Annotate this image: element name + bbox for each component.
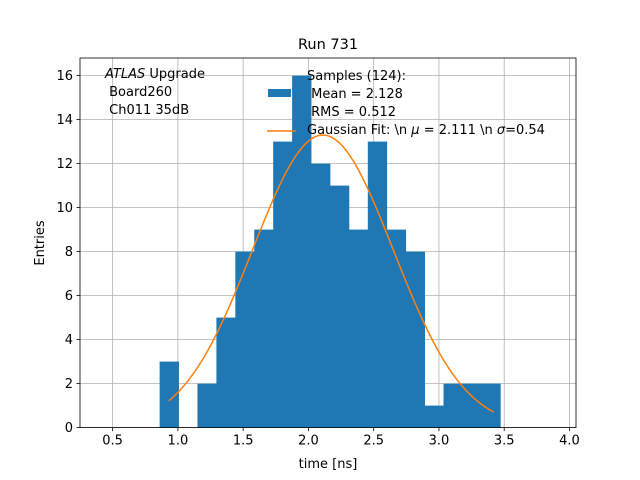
- histogram-bar: [405, 251, 425, 428]
- x-tick-label: 1.5: [233, 434, 254, 449]
- x-tick-label: 3.0: [429, 434, 450, 449]
- histogram-bar: [462, 383, 482, 428]
- y-tick-label: 0: [65, 421, 73, 436]
- histogram-bar: [235, 251, 255, 428]
- legend-fit-mu: μ: [411, 123, 420, 138]
- histogram-bar: [311, 163, 331, 428]
- histogram-bar: [367, 141, 388, 428]
- x-axis-label: time [ns]: [299, 457, 358, 472]
- histogram-bar: [443, 383, 463, 428]
- y-tick-label: 10: [56, 201, 73, 216]
- y-tick-label: 6: [65, 289, 73, 304]
- histogram-bars: [159, 75, 501, 428]
- histogram-bar: [197, 383, 217, 428]
- axis-ticks: 0.5 1.0 1.5 2.0 2.5 3.0 3.5 4.0 0 2 4 6 8 10 12 14 16: [56, 69, 579, 449]
- histogram-bar: [348, 229, 369, 428]
- legend-rms: RMS = 0.512: [307, 105, 397, 120]
- y-tick-label: 4: [65, 333, 73, 348]
- x-tick-label: 4.0: [559, 434, 580, 449]
- legend-hist-label: Samples (124): Mean = 2.128 RMS = 0.512: [307, 68, 406, 122]
- histogram-bar: [273, 141, 293, 428]
- board-label: Board260: [105, 85, 173, 100]
- channel-label: Ch011 35dB: [105, 103, 190, 118]
- histogram-bar: [216, 317, 236, 428]
- x-tick-label: 2.5: [363, 434, 384, 449]
- histogram-bar: [254, 229, 274, 428]
- legend-hist-swatch: [268, 89, 291, 97]
- y-tick-label: 16: [56, 69, 73, 84]
- upgrade-label: Upgrade: [145, 67, 205, 82]
- legend-fit-prefix: Gaussian Fit: \n: [307, 123, 412, 138]
- x-tick-label: 2.0: [298, 434, 319, 449]
- x-tick-label: 0.5: [102, 434, 123, 449]
- y-tick-label: 2: [65, 377, 73, 392]
- atlas-annotation: ATLAS Upgrade Board260 Ch011 35dB: [105, 66, 205, 120]
- legend-samples: Samples (124):: [307, 69, 406, 84]
- x-tick-label: 3.5: [494, 434, 515, 449]
- chart-title: Run 731: [298, 37, 358, 53]
- y-tick-label: 12: [56, 157, 73, 172]
- histogram-bar: [329, 185, 350, 428]
- histogram-bar: [292, 75, 312, 428]
- legend-fit-label: Gaussian Fit: \n μ = 2.111 \n σ=0.54: [307, 122, 545, 140]
- legend-fit-sigma: σ: [496, 123, 506, 138]
- legend-fit-suffix: =0.54: [505, 123, 545, 138]
- y-tick-label: 14: [56, 113, 73, 128]
- y-tick-label: 8: [65, 245, 73, 260]
- legend-fit-mid: = 2.111 \n: [419, 123, 497, 138]
- x-tick-label: 1.0: [168, 434, 189, 449]
- histogram-bar: [481, 383, 501, 428]
- histogram-bar: [159, 361, 179, 428]
- y-axis-label: Entries: [33, 220, 48, 266]
- gaussian-fit-curve: [168, 134, 495, 413]
- histogram-bar: [386, 229, 407, 428]
- histogram-bar: [424, 405, 444, 428]
- atlas-label: ATLAS: [105, 67, 146, 82]
- plot-frame: [79, 57, 577, 429]
- legend-mean: Mean = 2.128: [307, 87, 403, 102]
